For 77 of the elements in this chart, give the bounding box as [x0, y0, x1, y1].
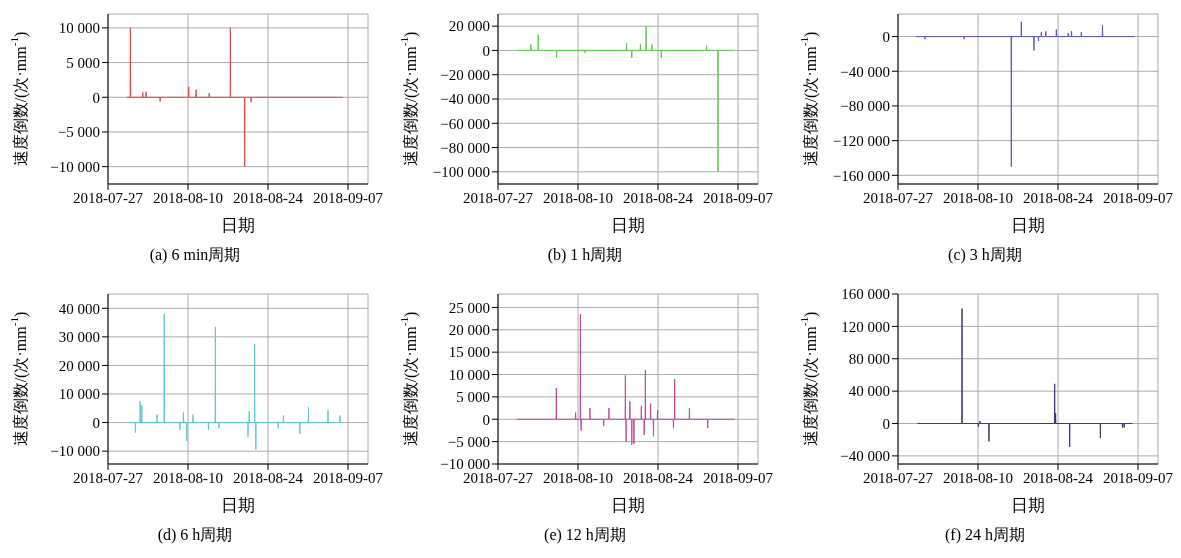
text: (d) 6 h周期 — [156, 525, 234, 546]
y-tick-label: −40 000 — [840, 448, 890, 465]
x-tick-label: 2018-08-10 — [153, 469, 223, 486]
y-tick-label: 120 000 — [841, 318, 890, 335]
y-tick-label: −5 000 — [447, 433, 490, 450]
y-tick-label: −120 000 — [832, 132, 890, 149]
x-tick-label: 2018-07-27 — [863, 189, 934, 206]
y-tick-label: 40 000 — [58, 300, 100, 317]
y-tick-label: 20 000 — [448, 18, 490, 35]
line-series — [126, 27, 344, 168]
x-axis-title: 日期 — [610, 495, 646, 517]
y-tick-label: 0 — [92, 414, 100, 431]
y-tick-label: 15 000 — [448, 344, 490, 361]
y-tick-label: 30 000 — [58, 329, 100, 346]
y-tick-label: 20 000 — [58, 357, 100, 374]
line-series — [516, 313, 736, 446]
y-tick-label: −20 000 — [440, 67, 490, 84]
x-tick-label: 2018-07-27 — [863, 469, 934, 486]
text: (e) 12 h周期 — [543, 525, 627, 546]
x-tick-label: 2018-08-10 — [153, 189, 223, 206]
text: (a) 6 min周期 — [148, 245, 242, 266]
x-tick-label: 2018-08-24 — [233, 189, 304, 206]
x-tick-label: 2018-08-10 — [543, 469, 613, 486]
y-tick-label: 0 — [882, 28, 890, 45]
x-tick-label: 2018-08-24 — [1023, 469, 1094, 486]
y-tick-label: 5 000 — [456, 389, 490, 406]
y-tick-label: 10 000 — [58, 386, 100, 403]
y-tick-label: −80 000 — [440, 139, 490, 156]
line-series — [915, 21, 1136, 168]
y-tick-label: 20 000 — [448, 322, 490, 339]
y-tick-label: −40 000 — [840, 63, 890, 80]
text: (b) 1 h周期 — [546, 245, 624, 266]
line-series — [517, 25, 734, 173]
x-tick-label: 2018-09-07 — [1103, 469, 1174, 486]
y-tick-label: 10 000 — [448, 366, 490, 383]
x-tick-label: 2018-08-24 — [623, 469, 694, 486]
line-series — [127, 313, 344, 451]
x-tick-label: 2018-08-24 — [233, 469, 304, 486]
x-tick-label: 2018-09-07 — [703, 189, 774, 206]
y-tick-label: −10 000 — [50, 158, 100, 175]
y-tick-label: −100 000 — [432, 164, 490, 181]
y-tick-label: 0 — [92, 89, 100, 106]
text: (f) 24 h周期 — [944, 525, 1026, 546]
x-tick-label: 2018-07-27 — [73, 469, 144, 486]
y-tick-label: 80 000 — [848, 351, 890, 368]
y-tick-label: −40 000 — [440, 91, 490, 108]
x-tick-label: 2018-08-10 — [943, 189, 1013, 206]
x-axis-title: 日期 — [220, 215, 256, 237]
y-tick-label: −10 000 — [50, 443, 100, 460]
x-tick-label: 2018-07-27 — [463, 189, 534, 206]
x-axis-title: 日期 — [220, 495, 256, 517]
x-tick-label: 2018-08-10 — [943, 469, 1013, 486]
y-tick-label: 0 — [882, 415, 890, 432]
y-tick-label: −5 000 — [57, 124, 100, 141]
y-tick-label: −160 000 — [832, 167, 890, 184]
y-tick-label: −60 000 — [440, 115, 490, 132]
x-tick-label: 2018-08-24 — [1023, 189, 1094, 206]
x-tick-label: 2018-07-27 — [73, 189, 144, 206]
y-tick-label: 0 — [482, 42, 490, 59]
line-series — [917, 308, 1134, 448]
x-tick-label: 2018-09-07 — [313, 189, 384, 206]
y-tick-label: 160 000 — [841, 286, 890, 303]
x-tick-label: 2018-08-24 — [623, 189, 694, 206]
x-axis-title: 日期 — [610, 215, 646, 237]
x-tick-label: 2018-09-07 — [1103, 189, 1174, 206]
y-tick-label: 40 000 — [848, 383, 890, 400]
y-tick-label: −80 000 — [840, 98, 890, 115]
y-tick-label: 0 — [482, 411, 490, 428]
x-tick-label: 2018-09-07 — [703, 469, 774, 486]
y-tick-label: 25 000 — [448, 299, 490, 316]
y-tick-label: 10 000 — [58, 20, 100, 37]
x-tick-label: 2018-08-10 — [543, 189, 613, 206]
x-axis-title: 日期 — [1010, 215, 1046, 237]
text: (c) 3 h周期 — [947, 245, 1023, 266]
x-tick-label: 2018-09-07 — [313, 469, 384, 486]
x-axis-title: 日期 — [1010, 495, 1046, 517]
y-tick-label: 5 000 — [66, 54, 100, 71]
